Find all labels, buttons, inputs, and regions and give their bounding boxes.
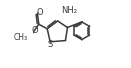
Text: CH₃: CH₃ — [13, 33, 28, 42]
Text: S: S — [48, 40, 53, 49]
Text: O: O — [37, 8, 43, 17]
Text: O: O — [32, 26, 38, 35]
Text: NH₂: NH₂ — [62, 6, 78, 15]
